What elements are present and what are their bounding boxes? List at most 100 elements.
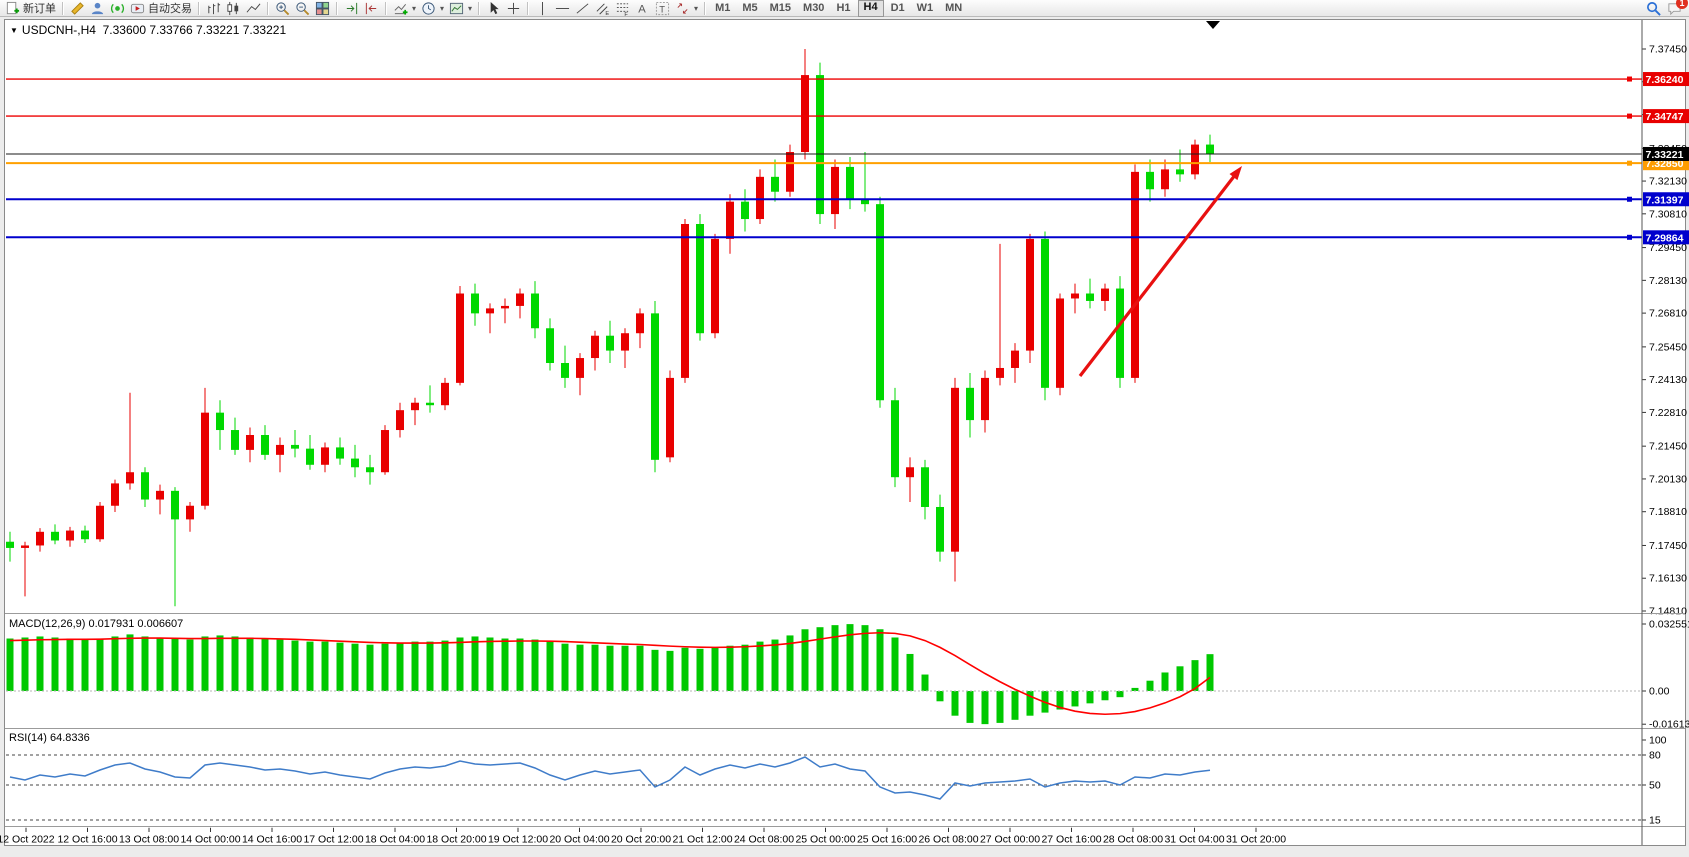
line-anchor-handle[interactable] (1627, 76, 1632, 82)
fibonacci-button[interactable]: F (613, 0, 632, 16)
macd-histogram-bar (516, 638, 524, 691)
line-anchor-handle[interactable] (1627, 160, 1632, 166)
auto-scroll-button[interactable] (342, 0, 361, 16)
line-anchor-handle[interactable] (1627, 113, 1632, 119)
candle-body (756, 176, 764, 220)
macd-histogram-bar (621, 645, 629, 691)
separator (62, 1, 64, 15)
macd-histogram-bar (1131, 687, 1139, 691)
macd-histogram-bar (246, 637, 254, 691)
trend-arrow-head (1229, 166, 1242, 181)
timeframe-m15-button[interactable]: M15 (769, 1, 792, 14)
timeframe-h1-button[interactable]: H1 (836, 1, 851, 14)
chat-button[interactable]: 1 (1667, 0, 1688, 16)
templates-button[interactable]: ▾ (447, 0, 474, 16)
timeframe-mn-button[interactable]: MN (945, 1, 963, 14)
zoom-out-button[interactable] (293, 0, 312, 16)
autotrade-button[interactable]: 自动交易 (128, 0, 194, 16)
candle-body (1146, 171, 1154, 190)
candle-body (921, 467, 929, 507)
zoom-in-button[interactable] (273, 0, 292, 16)
candle-body (246, 434, 254, 450)
macd-histogram-bar (1116, 691, 1124, 698)
price-tick-label: 7.30810 (1649, 208, 1687, 220)
candle-body (966, 387, 974, 421)
rsi-tick-label: 15 (1649, 815, 1661, 827)
signals-button[interactable] (108, 0, 127, 16)
chart-shift-icon (365, 2, 377, 14)
community-button[interactable] (88, 0, 107, 16)
timeframe-m30-button[interactable]: M30 (803, 1, 825, 14)
symbol-dropdown-icon[interactable]: ▼ (10, 26, 18, 35)
cursor-button[interactable] (484, 0, 503, 16)
candle-body (831, 166, 839, 215)
macd-histogram-bar (171, 638, 179, 691)
timeframe-d1-button[interactable]: D1 (890, 1, 905, 14)
timeframe-w1-button[interactable]: W1 (916, 1, 934, 14)
arrows-button[interactable]: ▾ (673, 0, 700, 16)
macd-histogram-bar (291, 640, 299, 691)
text-button[interactable]: A (633, 0, 652, 16)
macd-histogram-bar (561, 643, 569, 691)
timeframe-h4-button[interactable]: H4 (857, 0, 884, 17)
macd-histogram-bar (816, 627, 824, 691)
candle-body (66, 530, 74, 541)
macd-histogram-bar (711, 647, 719, 691)
candlestick-chart-icon (227, 1, 239, 15)
chart-shift-button[interactable] (362, 0, 381, 16)
label-button[interactable]: T (653, 0, 672, 16)
horizontal-line-icon (555, 7, 570, 9)
line-anchor-handle[interactable] (1627, 196, 1632, 202)
candle-body (381, 430, 389, 473)
periods-button[interactable]: ▾ (419, 0, 446, 16)
candle-body (336, 447, 344, 459)
separator (267, 1, 269, 15)
macd-histogram-bar (276, 639, 284, 691)
price-badge-label: 7.31397 (1646, 194, 1684, 206)
channel-button[interactable]: E (593, 0, 612, 16)
crosshair-button[interactable] (504, 0, 523, 16)
candlestick-chart-button[interactable] (224, 0, 243, 16)
horizontal-line-button[interactable] (553, 0, 572, 16)
macd-histogram-bar (36, 636, 44, 691)
indicators-button[interactable]: ▾ (391, 0, 418, 16)
candle-body (906, 467, 914, 478)
line-anchor-handle[interactable] (1627, 234, 1632, 240)
vertical-line-button[interactable] (533, 0, 552, 16)
line-chart-button[interactable] (244, 0, 263, 16)
macd-histogram-bar (1101, 691, 1109, 701)
chart-title[interactable]: ▼ USDCNH-,H4 7.33600 7.33766 7.33221 7.33… (10, 23, 286, 37)
macd-histogram-bar (771, 639, 779, 691)
price-tick-label: 7.24130 (1649, 374, 1687, 386)
time-axis-label: 25 Oct 16:00 (857, 834, 917, 846)
shift-marker-icon[interactable] (1206, 21, 1220, 29)
price-tick-label: 7.32130 (1649, 176, 1687, 188)
macd-histogram-bar (1206, 654, 1214, 691)
trendline-button[interactable] (573, 0, 592, 16)
toolbar-right: 1 (1646, 0, 1688, 16)
time-axis-label: 21 Oct 12:00 (672, 834, 732, 846)
timeframe-m5-button[interactable]: M5 (742, 1, 758, 14)
tile-windows-button[interactable] (313, 0, 332, 16)
time-axis-label: 20 Oct 20:00 (611, 834, 671, 846)
search-icon[interactable] (1646, 1, 1661, 16)
cursor-icon (490, 1, 499, 14)
price-tick-label: 7.21450 (1649, 441, 1687, 453)
macd-histogram-bar (681, 647, 689, 691)
bar-chart-button[interactable] (204, 0, 223, 16)
new-order-button[interactable]: 新订单 (3, 0, 58, 16)
price-badge-label: 7.29864 (1646, 232, 1684, 244)
price-tick-label: 7.22810 (1649, 407, 1687, 419)
macd-histogram-bar (921, 674, 929, 691)
candle-body (141, 472, 149, 500)
candle-body (441, 382, 449, 406)
time-axis-label: 14 Oct 16:00 (242, 834, 302, 846)
time-axis-label: 25 Oct 00:00 (795, 834, 855, 846)
candle-body (366, 467, 374, 473)
trend-arrow-line[interactable] (1078, 172, 1238, 377)
timeframe-m1-button[interactable]: M1 (715, 1, 731, 14)
editor-button[interactable] (68, 0, 87, 16)
candle-body (426, 402, 434, 406)
separator (336, 1, 338, 15)
